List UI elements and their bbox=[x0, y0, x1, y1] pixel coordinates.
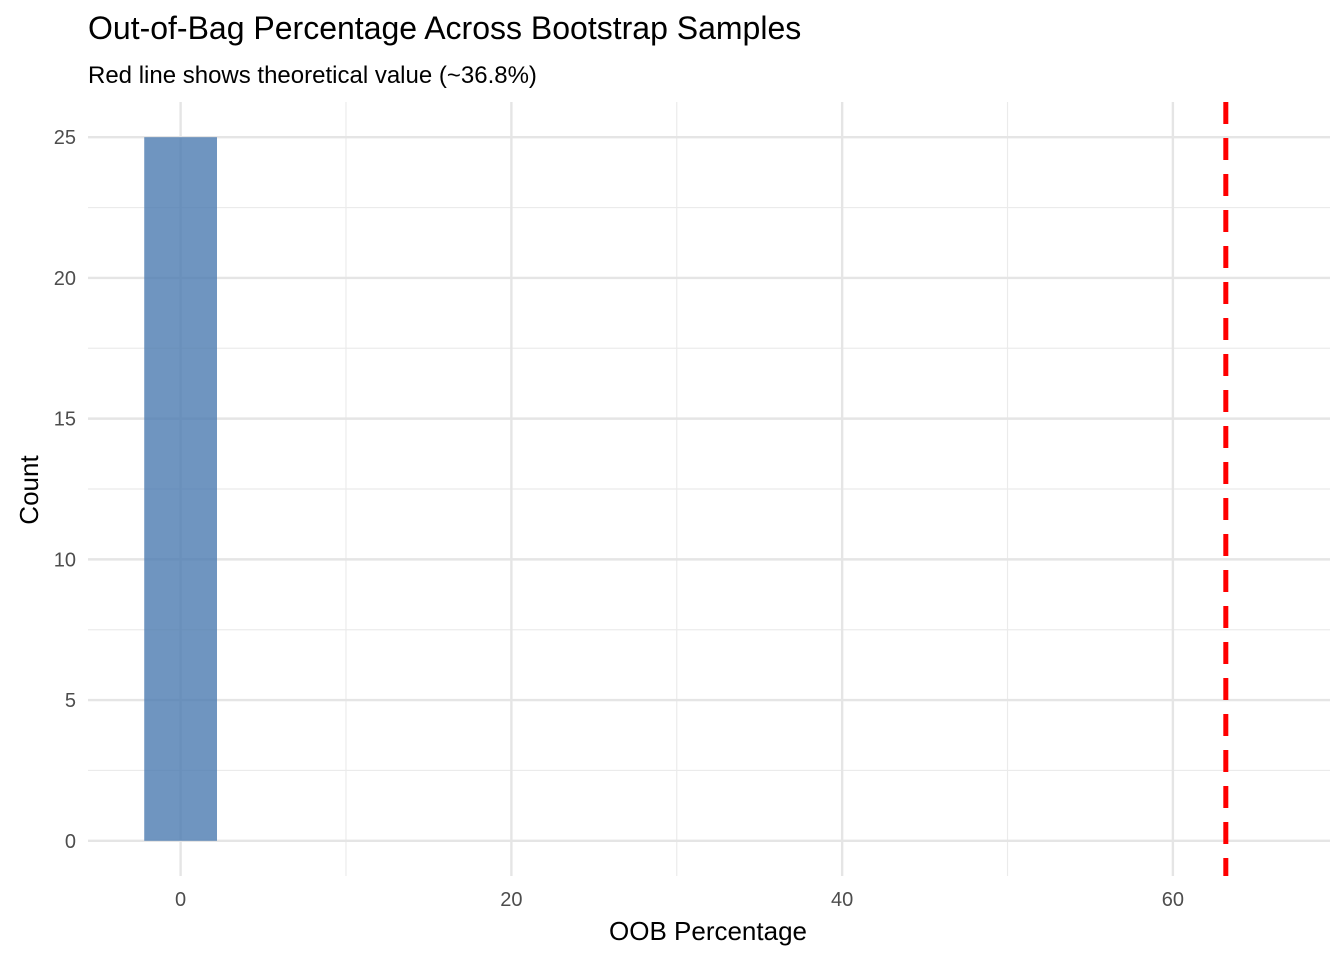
y-tick-label: 25 bbox=[54, 127, 76, 149]
y-tick-label: 10 bbox=[54, 549, 76, 571]
grid bbox=[88, 102, 1330, 876]
bars bbox=[144, 137, 217, 841]
y-tick-label: 15 bbox=[54, 409, 76, 431]
histogram-bar bbox=[144, 137, 217, 841]
y-tick-label: 0 bbox=[65, 831, 76, 853]
chart-title: Out-of-Bag Percentage Across Bootstrap S… bbox=[88, 10, 801, 46]
y-tick-label: 5 bbox=[65, 690, 76, 712]
x-tick-label: 20 bbox=[500, 889, 522, 911]
y-axis-title: Count bbox=[14, 455, 44, 525]
x-axis-title: OOB Percentage bbox=[609, 916, 807, 946]
x-tick-label: 40 bbox=[831, 889, 853, 911]
x-tick-label: 0 bbox=[175, 889, 186, 911]
y-tick-label: 20 bbox=[54, 268, 76, 290]
chart-subtitle: Red line shows theoretical value (~36.8%… bbox=[88, 62, 537, 89]
tick-labels: 0 20 40 60 0 5 10 15 20 25 bbox=[54, 127, 1184, 911]
x-tick-label: 60 bbox=[1162, 889, 1184, 911]
